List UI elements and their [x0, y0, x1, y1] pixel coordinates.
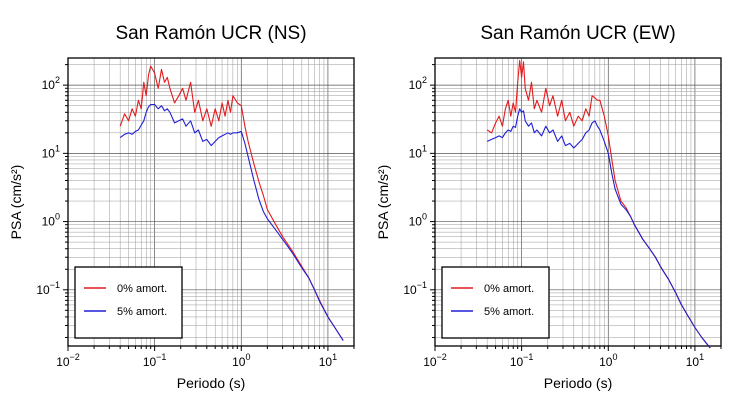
x-tick-label: 101 — [319, 352, 337, 369]
x-tick-label: 100 — [232, 352, 250, 369]
x-tick-label: 10−2 — [423, 352, 447, 369]
y-tick-label: 100 — [409, 212, 427, 229]
x-tick-label: 10−1 — [510, 352, 534, 369]
y-tick-label: 101 — [42, 143, 60, 160]
y-axis-label: PSA (cm/s²) — [375, 165, 391, 240]
chart-title: San Ramón UCR (NS) — [115, 23, 306, 44]
legend-box — [74, 266, 183, 339]
series-line-amort-5 — [486, 108, 711, 349]
y-tick-label: 10−1 — [403, 280, 427, 297]
legend-label: 0% amort. — [117, 283, 167, 295]
legend-box — [441, 266, 550, 339]
y-tick-label: 100 — [42, 212, 60, 229]
chart-panel-2: 10−2 10−1 100 101 10−1 100 101 102 San Ramón UCR… — [375, 23, 722, 391]
legend-label: 5% amort. — [117, 306, 167, 318]
y-tick-label: 102 — [42, 75, 60, 92]
legend: 0% amort. 5% amort. — [441, 266, 550, 339]
chart-panel-1: 10−2 10−1 100 101 10−1 100 101 102 San Ramón UCR… — [8, 23, 355, 391]
chart-title: San Ramón UCR (EW) — [480, 23, 675, 44]
x-tick-label: 10−2 — [56, 352, 80, 369]
legend-label: 5% amort. — [484, 306, 534, 318]
x-tick-label: 10−1 — [143, 352, 167, 369]
x-axis-label: Periodo (s) — [177, 375, 245, 391]
grid — [67, 58, 355, 346]
legend-label: 0% amort. — [484, 283, 534, 295]
plot-frame — [434, 57, 722, 347]
legend: 0% amort. 5% amort. — [74, 266, 183, 339]
y-tick-label: 101 — [409, 143, 427, 160]
series-line-amort-5 — [119, 103, 344, 341]
plot-frame — [67, 57, 355, 347]
y-tick-label: 10−1 — [36, 280, 60, 297]
series-line-amort-0 — [119, 65, 344, 341]
y-axis-label: PSA (cm/s²) — [8, 165, 24, 240]
x-axis-label: Periodo (s) — [544, 375, 612, 391]
x-tick-label: 101 — [686, 352, 704, 369]
y-tick-label: 102 — [409, 75, 427, 92]
x-tick-label: 100 — [599, 352, 617, 369]
